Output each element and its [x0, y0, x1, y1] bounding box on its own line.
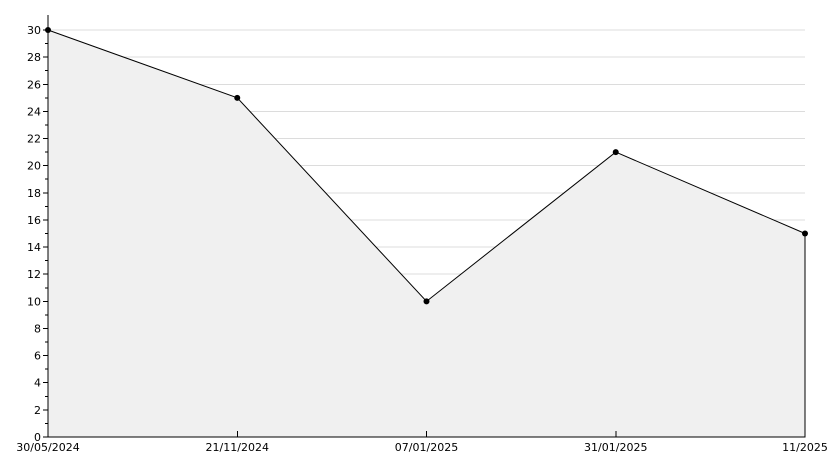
y-tick-label: 4	[34, 377, 41, 390]
data-point-marker	[234, 94, 241, 101]
y-tick-label: 6	[34, 350, 41, 363]
x-tick-label: 31/01/2025	[584, 441, 647, 454]
y-tick-label: 2	[34, 404, 41, 417]
y-tick-label: 12	[27, 268, 41, 281]
x-tick-label: 21/11/2024	[206, 441, 269, 454]
data-point-marker	[423, 298, 430, 305]
y-tick-label: 30	[27, 24, 41, 37]
y-tick-label: 16	[27, 214, 41, 227]
data-point-marker	[612, 149, 619, 156]
x-tick-label: 30/05/2024	[16, 441, 79, 454]
data-point-marker	[45, 27, 51, 33]
y-tick-label: 24	[27, 105, 41, 118]
y-tick-label: 10	[27, 295, 41, 308]
area-series	[47, 29, 806, 438]
y-tick-label: 18	[27, 187, 41, 200]
y-tick-label: 22	[27, 133, 41, 146]
data-point-marker	[802, 230, 808, 237]
x-tick-label: 11/2025	[782, 441, 828, 454]
y-tick-label: 20	[27, 160, 41, 173]
y-tick-label: 28	[27, 51, 41, 64]
y-tick-label: 8	[34, 322, 41, 335]
y-tick-label: 26	[27, 78, 41, 91]
y-tick-label: 14	[27, 241, 41, 254]
y-tick-label: 0	[34, 431, 41, 444]
x-tick-label: 07/01/2025	[395, 441, 458, 454]
